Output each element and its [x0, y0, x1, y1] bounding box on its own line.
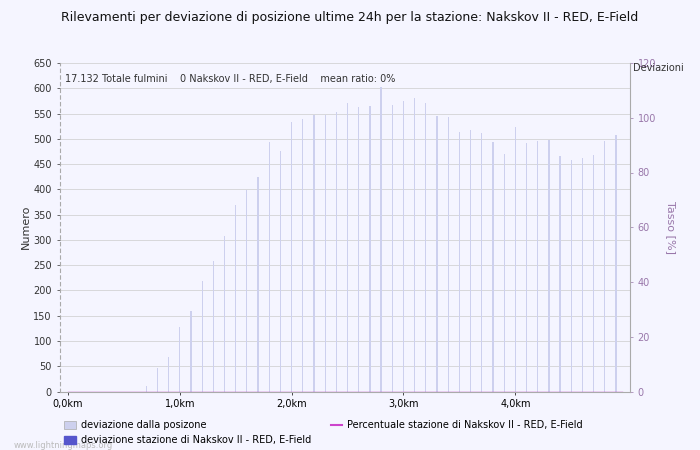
- Bar: [582, 158, 583, 392]
- Bar: [381, 87, 382, 392]
- Bar: [570, 160, 572, 392]
- Text: 17.132 Totale fulmini    0 Nakskov II - RED, E-Field    mean ratio: 0%: 17.132 Totale fulmini 0 Nakskov II - RED…: [65, 75, 396, 85]
- Bar: [458, 132, 460, 392]
- Bar: [537, 141, 538, 392]
- Bar: [336, 112, 337, 392]
- Bar: [492, 142, 493, 392]
- Bar: [224, 236, 225, 392]
- Text: Deviazioni: Deviazioni: [634, 63, 685, 73]
- Bar: [470, 130, 471, 392]
- Bar: [291, 122, 292, 392]
- Text: Rilevamenti per deviazione di posizione ultime 24h per la stazione: Nakskov II -: Rilevamenti per deviazione di posizione …: [62, 11, 638, 24]
- Bar: [514, 127, 516, 392]
- Bar: [447, 117, 449, 392]
- Bar: [280, 151, 281, 392]
- Bar: [503, 154, 505, 392]
- Bar: [168, 357, 169, 392]
- Bar: [436, 116, 438, 392]
- Legend: deviazione dalla posizone, deviazione stazione di Nakskov II - RED, E-Field, Per: deviazione dalla posizone, deviazione st…: [64, 420, 582, 445]
- Bar: [548, 140, 550, 392]
- Bar: [392, 105, 393, 392]
- Text: www.lightningmaps.org: www.lightningmaps.org: [14, 441, 113, 450]
- Bar: [347, 104, 348, 392]
- Bar: [358, 108, 359, 392]
- Bar: [258, 177, 259, 392]
- Bar: [213, 261, 214, 392]
- Bar: [481, 133, 482, 392]
- Bar: [235, 204, 237, 392]
- Bar: [179, 327, 181, 392]
- Bar: [604, 141, 606, 392]
- Bar: [302, 119, 303, 392]
- Bar: [269, 142, 270, 392]
- Y-axis label: Tasso [%]: Tasso [%]: [666, 201, 675, 254]
- Bar: [414, 99, 415, 392]
- Bar: [559, 156, 561, 392]
- Bar: [526, 144, 527, 392]
- Bar: [190, 310, 192, 392]
- Bar: [157, 368, 158, 392]
- Bar: [615, 135, 617, 391]
- Bar: [146, 386, 147, 391]
- Bar: [325, 115, 326, 392]
- Y-axis label: Numero: Numero: [20, 205, 31, 249]
- Bar: [593, 155, 594, 392]
- Bar: [246, 190, 248, 392]
- Bar: [403, 101, 404, 392]
- Bar: [425, 104, 426, 392]
- Bar: [202, 281, 203, 392]
